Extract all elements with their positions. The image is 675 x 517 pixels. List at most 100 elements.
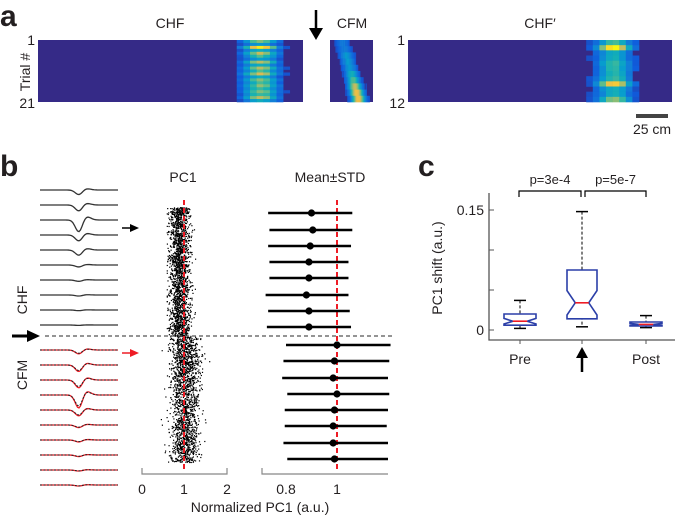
heatmap-cell [263, 42, 271, 47]
scatter-point [200, 387, 202, 389]
scatter-point [197, 394, 199, 396]
scatter-point [180, 345, 182, 347]
scatter-point [190, 382, 192, 384]
scatter-point [180, 359, 182, 361]
heatmap-cell [346, 77, 348, 84]
scatter-point [175, 263, 177, 265]
scatter-point [194, 450, 196, 452]
scatter-point [172, 223, 174, 225]
scatter-point [177, 272, 179, 274]
heatmap-0 [38, 40, 303, 103]
scatter-point [180, 247, 182, 249]
scatter-point [174, 380, 176, 382]
scatter-point [182, 360, 184, 362]
scatter-point [171, 213, 174, 215]
scatter-point [182, 272, 184, 275]
scatter-point [188, 400, 190, 402]
scatter-point [166, 289, 168, 291]
heatmap-cell [346, 40, 348, 47]
scatter-point [168, 445, 170, 447]
scatter-point [185, 355, 187, 357]
heatmap-cell [256, 69, 264, 73]
scatter-point [172, 243, 174, 245]
scatter-point [180, 361, 182, 364]
scatter-point [195, 343, 197, 345]
scatter-point [173, 284, 175, 286]
scatter-point [185, 449, 187, 452]
scatter-point [176, 267, 179, 269]
scatter-point [181, 286, 183, 288]
heatmap-cell [586, 91, 594, 98]
scatter-point [173, 293, 175, 295]
scatter-point [170, 381, 172, 383]
scatter-point [180, 300, 182, 302]
scatter-point [174, 268, 176, 270]
scatter-point [192, 369, 194, 371]
mean-dot [329, 439, 337, 447]
scatter-point [178, 455, 180, 457]
scatter-point [193, 407, 195, 409]
scatter-point [174, 256, 176, 258]
scatter-point [184, 406, 186, 408]
scatter-point [178, 299, 180, 301]
scatter-point [190, 311, 192, 313]
scatter-point [174, 301, 177, 303]
scatter-point [175, 261, 177, 263]
heatmap-cell [348, 95, 350, 103]
scatter-point [179, 359, 181, 361]
scatter-point [177, 244, 180, 246]
scatter-point [176, 327, 179, 330]
scatter-point [178, 233, 180, 235]
scatter-point [183, 230, 185, 232]
mean-dot [329, 374, 337, 382]
heatmap-cell [354, 95, 357, 103]
scatter-point [174, 274, 176, 276]
scatter-point [180, 351, 182, 353]
box [566, 269, 598, 320]
scatter-point [194, 312, 196, 314]
scatter-point [186, 449, 188, 451]
scatter-point [179, 316, 181, 318]
scatter-point [193, 377, 195, 379]
scatter-point [191, 376, 193, 378]
scatter-point [167, 344, 170, 346]
scatter-point [174, 270, 176, 272]
scatter-point [190, 272, 192, 274]
heatmap-cell [360, 77, 362, 84]
scatter-point [185, 222, 187, 225]
scatter-point [171, 322, 173, 324]
scatter-point [185, 241, 187, 243]
heatmap-cell [347, 77, 349, 84]
heatmap-cell [599, 71, 607, 77]
scatter-point [188, 371, 190, 373]
heatmap-cell [243, 48, 251, 53]
heatmap-cell [353, 95, 356, 103]
scatter-point [177, 337, 179, 339]
scatter-point [186, 453, 188, 455]
scatter-point [178, 237, 180, 239]
scatter-point [192, 366, 194, 368]
scatter-point [201, 413, 204, 415]
mean-xtick-0.8: 0.8 [276, 481, 296, 497]
scatter-point [174, 362, 176, 364]
scatter-point [185, 317, 187, 319]
scatter-point [193, 353, 195, 356]
scatter-point [168, 294, 170, 296]
heatmap-cell [336, 46, 338, 53]
heatmap-cell [355, 83, 358, 90]
scatter-point [179, 399, 181, 401]
scatter-point [174, 212, 176, 214]
scatter-point [177, 285, 179, 287]
scatter-point [183, 308, 185, 311]
scatter-point [180, 404, 182, 406]
heatmap-cell [269, 45, 277, 50]
heatmap-cell [338, 52, 340, 59]
scatter-point [181, 355, 183, 357]
scatter-point [171, 317, 173, 319]
scatter-point [186, 392, 188, 394]
scatter-point [178, 398, 180, 401]
heatmap-cell [350, 64, 352, 72]
cfm-waveform-dashed [40, 363, 118, 372]
scatter-point [180, 243, 182, 245]
scatter-point [194, 288, 196, 290]
